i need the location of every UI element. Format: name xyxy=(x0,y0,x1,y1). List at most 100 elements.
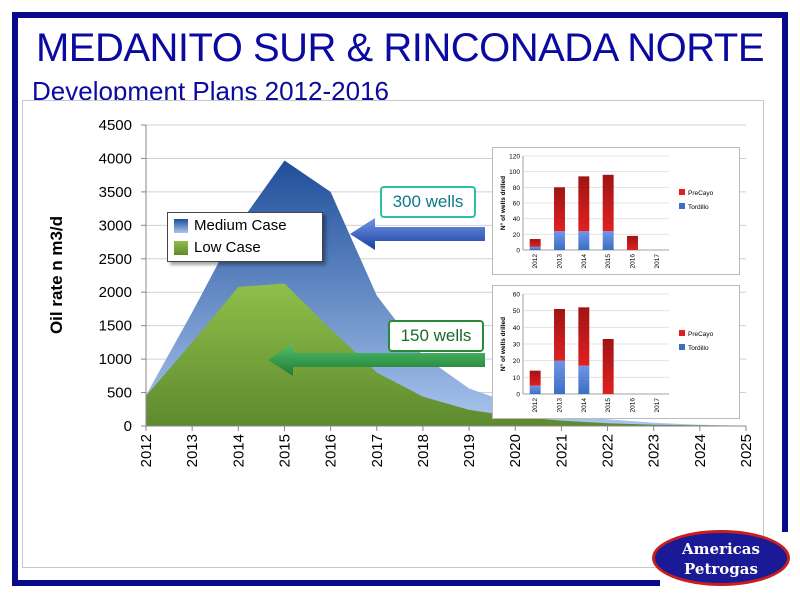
inset-x-tick-label: 2015 xyxy=(605,254,612,269)
callout-300-wells: 300 wells xyxy=(380,186,476,218)
y-tick-label: 4500 xyxy=(99,117,132,134)
inset-y-tick-label: 100 xyxy=(509,169,520,176)
inset-legend-label: Tordillo xyxy=(688,345,709,352)
x-tick-label: 2025 xyxy=(738,434,755,467)
arrow-300-wells xyxy=(350,218,485,250)
inset-bar-precayo-2014 xyxy=(578,307,590,366)
inset-x-tick-label: 2017 xyxy=(654,254,661,269)
inset-x-tick-label: 2013 xyxy=(557,254,564,269)
legend: Medium Case Low Case xyxy=(167,212,323,262)
inset-x-tick-label: 2017 xyxy=(654,398,661,413)
y-tick-label: 3500 xyxy=(99,184,132,201)
y-tick-label: 1500 xyxy=(99,318,132,335)
inset-y-axis-label: N° of wells drilled xyxy=(499,317,507,371)
y-axis-label: Oil rate n m3/d xyxy=(47,216,66,334)
x-tick-label: 2021 xyxy=(553,434,570,467)
inset-y-tick-label: 10 xyxy=(513,375,521,382)
x-tick-label: 2022 xyxy=(600,434,617,467)
x-tick-label: 2023 xyxy=(646,434,663,467)
legend-low: Low Case xyxy=(174,238,261,258)
x-tick-label: 2015 xyxy=(276,434,293,467)
inset-chart-300: 0 20 40 60 80 100 120 N° of wells drilled 2012 20… xyxy=(492,147,740,275)
inset-y-tick-label: 60 xyxy=(513,292,521,299)
inset-x-tick-label: 2016 xyxy=(630,254,637,269)
inset-x-tick-label: 2012 xyxy=(532,398,539,413)
y-tick-label: 2500 xyxy=(99,251,132,268)
legend-swatch-medium xyxy=(174,219,188,234)
x-tick-label: 2013 xyxy=(184,434,201,467)
inset-y-tick-label: 0 xyxy=(516,248,520,255)
inset-y-tick-label: 0 xyxy=(516,392,520,399)
legend-swatch-low xyxy=(174,241,188,256)
x-tick-label: 2019 xyxy=(461,434,478,467)
inset-bar-precayo-2012 xyxy=(529,370,541,386)
inset-x-tick-label: 2014 xyxy=(581,254,588,269)
logo-line2: Petrogas xyxy=(684,560,758,578)
inset-bar-tordillo-2013 xyxy=(554,360,565,394)
legend-label-low: Low Case xyxy=(194,239,261,256)
inset-y-tick-label: 30 xyxy=(513,342,521,349)
y-tick-label: 3000 xyxy=(99,217,132,234)
x-tick-label: 2024 xyxy=(692,434,709,467)
inset-legend-swatch xyxy=(679,330,685,336)
logo-line1: Americas xyxy=(682,540,760,558)
inset-bar-tordillo-2012 xyxy=(529,246,541,250)
x-tick-label: 2020 xyxy=(507,434,524,467)
slide-title: MEDANITO SUR & RINCONADA NORTE xyxy=(35,26,765,70)
inset-y-tick-label: 40 xyxy=(513,325,521,332)
x-tick-label: 2016 xyxy=(323,434,340,467)
inset-bar-tordillo-2014 xyxy=(578,231,590,250)
inset-y-axis-label: N° of wells drilled xyxy=(499,176,507,230)
legend-label-medium: Medium Case xyxy=(194,217,287,234)
inset-bar-precayo-2015 xyxy=(602,174,614,232)
inset-legend-label: Tordillo xyxy=(688,204,709,211)
inset-x-tick-label: 2014 xyxy=(581,398,588,413)
inset-y-tick-label: 80 xyxy=(513,185,521,192)
inset-bar-tordillo-2013 xyxy=(554,231,565,250)
inset-chart-150: 0 10 20 30 40 50 60 N° of wells drilled 2012 2013… xyxy=(492,285,740,419)
series-low-case-area xyxy=(146,283,746,426)
x-tick-label: 2018 xyxy=(415,434,432,467)
inset-bar-tordillo-2014 xyxy=(578,365,590,394)
inset-y-tick-label: 20 xyxy=(513,358,521,365)
inset-bar-precayo-2013 xyxy=(554,187,565,232)
inset-legend-label: PreCayo xyxy=(688,331,714,338)
inset-150-svg: 0 10 20 30 40 50 60 N° of wells drilled 2012 2013… xyxy=(499,292,714,413)
frame-left xyxy=(12,12,18,586)
inset-legend-swatch xyxy=(679,203,685,209)
inset-bar-tordillo-2015 xyxy=(602,231,614,250)
y-tick-label: 0 xyxy=(124,418,132,435)
y-tick-label: 4000 xyxy=(99,150,132,167)
y-tick-label: 1000 xyxy=(99,351,132,368)
frame-bottom xyxy=(12,580,660,586)
inset-bar-precayo-2016 xyxy=(627,235,638,250)
legend-medium: Medium Case xyxy=(174,216,287,236)
inset-bar-tordillo-2012 xyxy=(529,385,541,394)
inset-legend-swatch xyxy=(679,344,685,350)
frame-right xyxy=(782,12,788,532)
arrow-150-wells xyxy=(268,344,485,376)
inset-legend-label: PreCayo xyxy=(688,190,714,197)
inset-y-tick-label: 50 xyxy=(513,308,521,315)
inset-y-tick-label: 120 xyxy=(509,154,520,161)
inset-bar-precayo-2014 xyxy=(578,176,590,232)
y-tick-label: 500 xyxy=(107,385,132,402)
callout-150-wells: 150 wells xyxy=(388,320,484,352)
inset-y-tick-label: 20 xyxy=(513,232,521,239)
x-tick-label: 2017 xyxy=(369,434,386,467)
inset-x-tick-label: 2016 xyxy=(630,398,637,413)
frame-top xyxy=(12,12,788,18)
y-tick-label: 2000 xyxy=(99,284,132,301)
inset-bar-precayo-2015 xyxy=(602,339,614,394)
inset-x-tick-label: 2013 xyxy=(557,398,564,413)
inset-legend-swatch xyxy=(679,189,685,195)
inset-300-svg: 0 20 40 60 80 100 120 N° of wells drilled 2012 20… xyxy=(499,154,714,269)
inset-y-tick-label: 60 xyxy=(513,201,521,208)
inset-x-tick-label: 2015 xyxy=(605,398,612,413)
inset-x-tick-label: 2012 xyxy=(532,254,539,269)
americas-petrogas-logo: Americas Petrogas xyxy=(652,530,790,586)
inset-bar-precayo-2013 xyxy=(554,309,565,361)
x-tick-label: 2014 xyxy=(230,434,247,467)
inset-bar-precayo-2012 xyxy=(529,239,541,247)
x-tick-label: 2012 xyxy=(138,434,155,467)
